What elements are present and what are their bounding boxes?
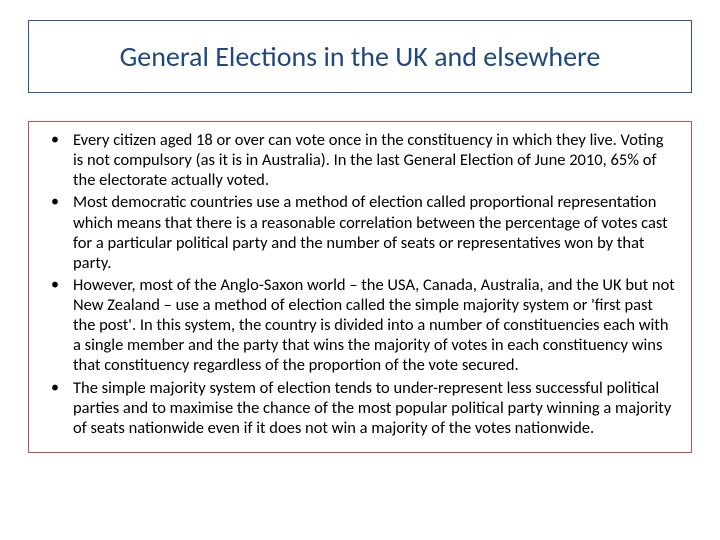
bullet-item: The simple majority system of election t… — [45, 378, 675, 438]
title-container: General Elections in the UK and elsewher… — [28, 20, 692, 93]
bullet-list: Every citizen aged 18 or over can vote o… — [45, 130, 675, 438]
content-container: Every citizen aged 18 or over can vote o… — [28, 121, 692, 453]
bullet-item: However, most of the Anglo-Saxon world –… — [45, 275, 675, 376]
slide-title: General Elections in the UK and elsewher… — [39, 39, 681, 74]
bullet-item: Most democratic countries use a method o… — [45, 192, 675, 273]
bullet-item: Every citizen aged 18 or over can vote o… — [45, 130, 675, 190]
